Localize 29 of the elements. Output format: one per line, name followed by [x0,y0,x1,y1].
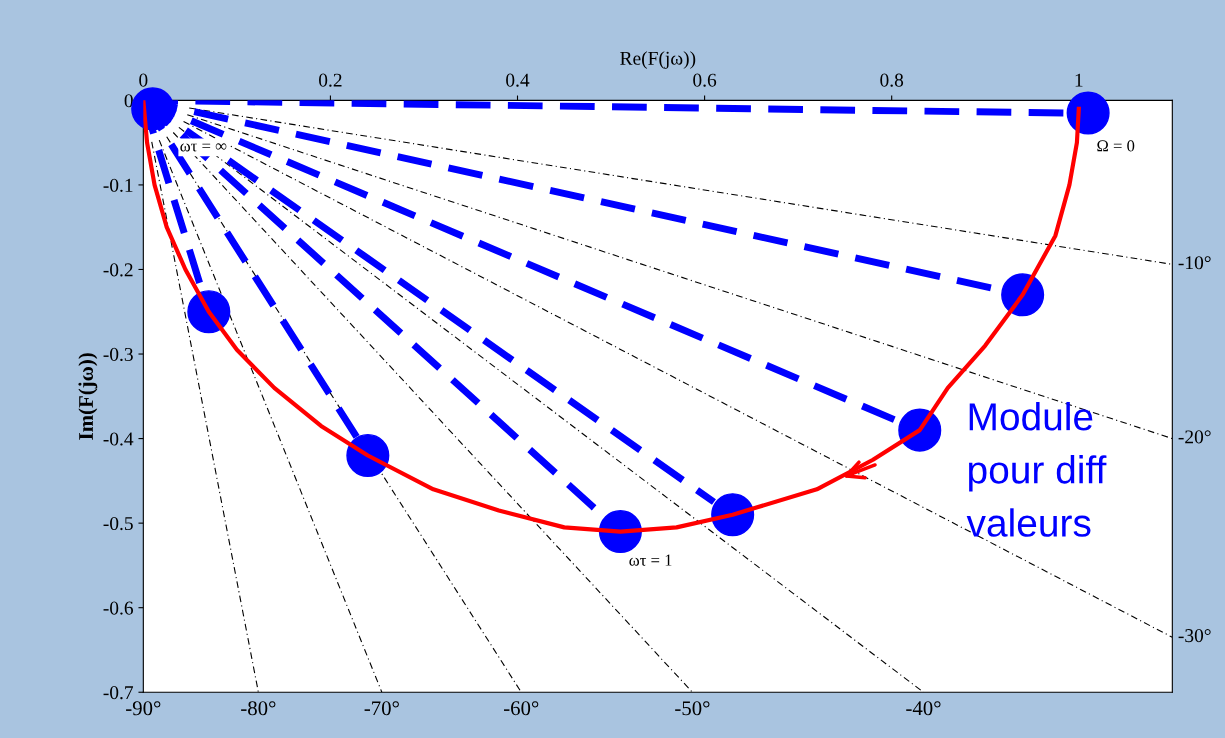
y-axis-title: Im(F(jω)) [78,353,98,440]
annotation: -80° [241,701,276,716]
x-tick-label: 0.6 [693,73,717,87]
annotation: -10° [1178,256,1211,270]
annotation: ωτ = 1 [629,554,672,566]
annotation: -40° [906,701,941,716]
annotation: -70° [364,701,399,716]
annotation: -30° [1178,629,1211,643]
annotation: -20° [1178,430,1211,444]
text: -90° [126,701,161,716]
y-tick-label: -0.5 [103,516,133,531]
x-tick-label: 0.4 [506,73,530,87]
y-tick-label: -0.2 [103,263,133,277]
y-tick-label: -0.4 [103,432,134,446]
annotation: ωτ = ∞ [180,143,227,152]
annotation: -50° [675,701,710,716]
x-tick-label: 0.2 [319,73,342,87]
annotation: Module pour diff valeurs [966,401,1107,537]
y-tick-label: 0 [124,94,133,108]
x-axis-title: Re(F(jω)) [620,51,696,69]
y-tick-label: -0.3 [103,347,133,362]
y-tick-label: -0.1 [103,178,133,192]
y-tick-label: -0.7 [103,686,134,700]
x-tick-label: 0.8 [880,73,904,87]
annotation: -60° [503,701,539,716]
x-tick-label: 1 [1075,73,1083,87]
x-tick-label: 0 [139,73,148,87]
annotation: Ω = 0 [1097,140,1135,152]
y-tick-label: -0.6 [103,601,134,615]
